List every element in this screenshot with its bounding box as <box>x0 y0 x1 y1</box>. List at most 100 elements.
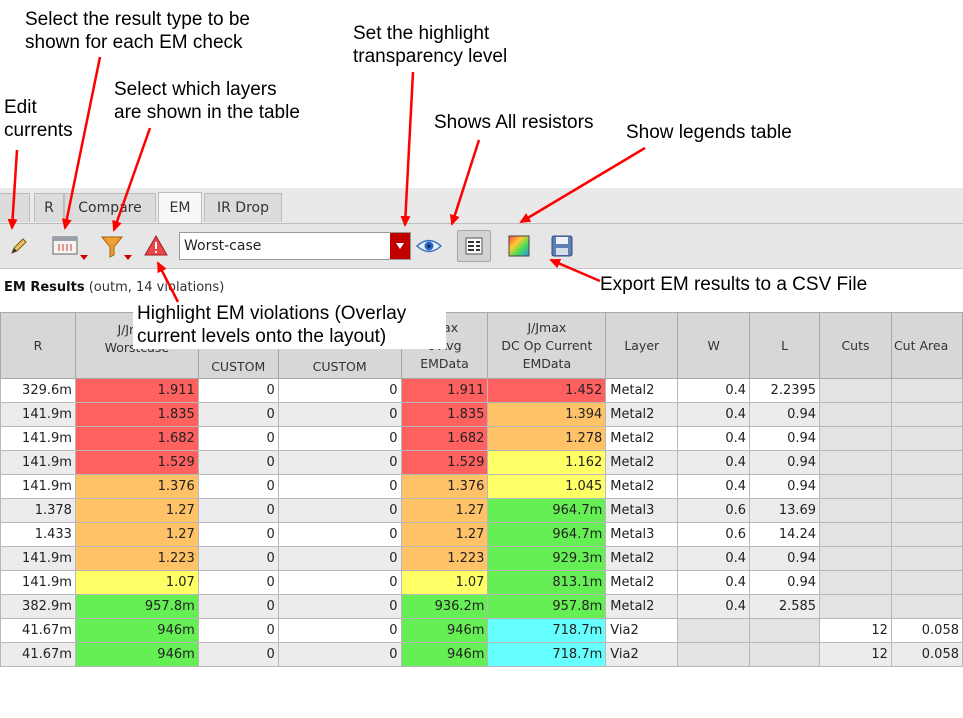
table-cell-layer[interactable]: Metal2 <box>605 402 679 427</box>
table-cell-w[interactable] <box>677 642 751 667</box>
table-cell-c2[interactable]: 0 <box>277 402 402 427</box>
table-cell-l[interactable]: 2.585 <box>749 594 821 619</box>
table-cell-r[interactable]: 382.9m <box>0 594 76 619</box>
table-cell-c1[interactable]: 0 <box>197 618 279 643</box>
table-cell-dc[interactable]: 1.045 <box>487 474 607 499</box>
table-cell-layer[interactable]: Metal2 <box>605 426 679 451</box>
table-row[interactable]: 141.9m 1.835 0 0 1.835 1.394 Metal2 0.4 0.94 <box>0 402 963 427</box>
table-cell-c2[interactable]: 0 <box>277 474 402 499</box>
table-cell-r[interactable]: 141.9m <box>0 570 76 595</box>
tab-ir-drop[interactable]: IR Drop <box>204 193 282 222</box>
col-header-cuts[interactable]: Cuts <box>819 312 892 379</box>
table-row[interactable]: 1.433 1.27 0 0 1.27 964.7m Metal3 0.6 14.24 <box>0 522 963 547</box>
table-cell-cuts[interactable] <box>819 498 892 523</box>
table-cell-dc[interactable]: 813.1m <box>487 570 607 595</box>
table-cell-r[interactable]: 41.67m <box>0 618 76 643</box>
table-cell-c1[interactable]: 0 <box>197 474 279 499</box>
table-cell-l[interactable]: 2.2395 <box>749 378 821 403</box>
table-cell-dc[interactable]: 1.278 <box>487 426 607 451</box>
table-cell-cuts[interactable] <box>819 474 892 499</box>
table-cell-dc[interactable]: 957.8m <box>487 594 607 619</box>
table-cell-ca[interactable] <box>890 378 963 403</box>
table-cell-layer[interactable]: Metal3 <box>605 498 679 523</box>
table-cell-ca[interactable] <box>890 570 963 595</box>
table-cell-c1[interactable]: 0 <box>197 522 279 547</box>
result-type-combo[interactable]: Worst-case <box>179 232 411 260</box>
table-cell-ca[interactable] <box>890 426 963 451</box>
table-row[interactable]: 141.9m 1.529 0 0 1.529 1.162 Metal2 0.4 0.94 <box>0 450 963 475</box>
table-cell-avg[interactable]: 1.07 <box>400 570 489 595</box>
table-cell-avg[interactable]: 1.27 <box>400 498 489 523</box>
table-cell-dc[interactable]: 964.7m <box>487 498 607 523</box>
col-header-w[interactable]: W <box>677 312 751 379</box>
result-type-button[interactable] <box>50 231 88 261</box>
table-cell-ca[interactable] <box>890 450 963 475</box>
table-cell-layer[interactable]: Via2 <box>605 618 679 643</box>
table-cell-c2[interactable]: 0 <box>277 450 402 475</box>
table-cell-ca[interactable] <box>890 474 963 499</box>
table-cell-l[interactable] <box>749 642 821 667</box>
tab-r[interactable]: R <box>34 193 64 222</box>
table-row[interactable]: 41.67m 946m 0 0 946m 718.7m Via2 12 0.058 <box>0 642 963 667</box>
table-cell-c1[interactable]: 0 <box>197 450 279 475</box>
tab-hidden[interactable] <box>0 193 30 222</box>
tab-compare[interactable]: Compare <box>64 193 156 222</box>
table-cell-r[interactable]: 1.378 <box>0 498 76 523</box>
table-cell-wc[interactable]: 1.835 <box>74 402 199 427</box>
table-cell-w[interactable]: 0.4 <box>677 474 751 499</box>
tab-em[interactable]: EM <box>158 192 202 223</box>
table-cell-l[interactable]: 13.69 <box>749 498 821 523</box>
table-cell-l[interactable]: 0.94 <box>749 546 821 571</box>
table-cell-c1[interactable]: 0 <box>197 498 279 523</box>
export-csv-button[interactable] <box>547 231 577 261</box>
table-cell-l[interactable]: 0.94 <box>749 570 821 595</box>
table-cell-r[interactable]: 141.9m <box>0 402 76 427</box>
table-cell-l[interactable]: 0.94 <box>749 402 821 427</box>
table-cell-cuts[interactable]: 12 <box>819 642 892 667</box>
col-header-dcop[interactable]: J/Jmax DC Op Current EMData <box>487 312 607 379</box>
table-cell-w[interactable]: 0.4 <box>677 378 751 403</box>
table-cell-ca[interactable]: 0.058 <box>890 618 963 643</box>
table-cell-avg[interactable]: 1.376 <box>400 474 489 499</box>
table-cell-layer[interactable]: Metal3 <box>605 522 679 547</box>
table-cell-layer[interactable]: Metal2 <box>605 450 679 475</box>
table-cell-c2[interactable]: 0 <box>277 522 402 547</box>
table-cell-l[interactable] <box>749 618 821 643</box>
table-cell-avg[interactable]: 1.529 <box>400 450 489 475</box>
table-cell-layer[interactable]: Metal2 <box>605 594 679 619</box>
table-cell-ca[interactable] <box>890 498 963 523</box>
layer-filter-button[interactable] <box>97 231 132 261</box>
table-row[interactable]: 141.9m 1.07 0 0 1.07 813.1m Metal2 0.4 0.94 <box>0 570 963 595</box>
table-cell-cuts[interactable] <box>819 402 892 427</box>
table-row[interactable]: 382.9m 957.8m 0 0 936.2m 957.8m Metal2 0.4 2.585 <box>0 594 963 619</box>
table-row[interactable]: 329.6m 1.911 0 0 1.911 1.452 Metal2 0.4 2.2395 <box>0 378 963 403</box>
table-cell-cuts[interactable] <box>819 546 892 571</box>
col-header-l[interactable]: L <box>749 312 821 379</box>
table-cell-avg[interactable]: 1.835 <box>400 402 489 427</box>
table-cell-c2[interactable]: 0 <box>277 642 402 667</box>
table-cell-avg[interactable]: 946m <box>400 618 489 643</box>
table-cell-cuts[interactable] <box>819 426 892 451</box>
table-cell-r[interactable]: 1.433 <box>0 522 76 547</box>
table-cell-c2[interactable]: 0 <box>277 498 402 523</box>
table-cell-layer[interactable]: Via2 <box>605 642 679 667</box>
table-cell-layer[interactable]: Metal2 <box>605 378 679 403</box>
table-cell-w[interactable]: 0.4 <box>677 546 751 571</box>
table-cell-dc[interactable]: 1.452 <box>487 378 607 403</box>
table-cell-l[interactable]: 0.94 <box>749 426 821 451</box>
table-cell-w[interactable] <box>677 618 751 643</box>
table-cell-r[interactable]: 329.6m <box>0 378 76 403</box>
table-cell-avg[interactable]: 1.682 <box>400 426 489 451</box>
table-cell-wc[interactable]: 1.27 <box>74 522 199 547</box>
combo-dropdown-button[interactable] <box>390 233 410 259</box>
col-header-cutarea[interactable]: Cut Area <box>890 312 963 379</box>
table-cell-w[interactable]: 0.4 <box>677 450 751 475</box>
edit-currents-button[interactable] <box>4 231 34 261</box>
table-cell-ca[interactable] <box>890 522 963 547</box>
table-cell-cuts[interactable] <box>819 570 892 595</box>
table-cell-w[interactable]: 0.4 <box>677 570 751 595</box>
table-cell-c1[interactable]: 0 <box>197 546 279 571</box>
table-cell-c2[interactable]: 0 <box>277 546 402 571</box>
table-cell-dc[interactable]: 718.7m <box>487 642 607 667</box>
table-cell-r[interactable]: 141.9m <box>0 474 76 499</box>
